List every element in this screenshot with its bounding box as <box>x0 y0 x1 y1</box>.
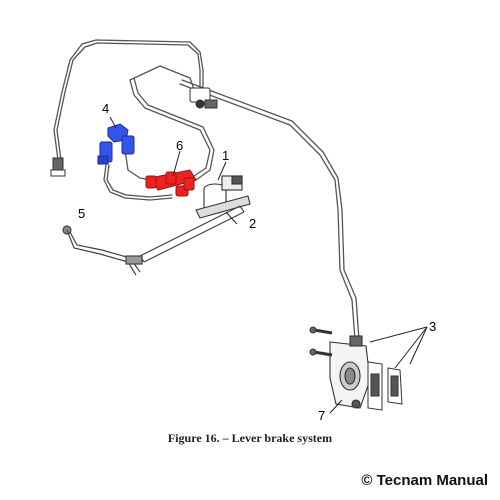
callout-7: 7 <box>318 408 325 423</box>
brake-lines <box>53 39 360 341</box>
callout-5: 5 <box>78 206 85 221</box>
copyright-notice: © Tecnam Manual <box>361 472 488 489</box>
lower-brake-line <box>103 164 173 201</box>
part-3-bolts-pads <box>309 326 403 411</box>
callout-6: 6 <box>176 138 183 153</box>
junction-fitting <box>189 87 218 109</box>
upper-brake-line <box>53 39 204 161</box>
middle-brake-line <box>129 79 211 177</box>
part-7-caliper <box>329 335 371 409</box>
figure-caption: Figure 16. – Lever brake system <box>167 431 333 445</box>
main-brake-line <box>179 83 356 341</box>
part-5-handle <box>62 225 143 276</box>
callout-2: 2 <box>249 216 256 231</box>
part-1-reservoir <box>195 175 251 219</box>
callout-4: 4 <box>102 101 109 116</box>
end-fitting <box>50 157 66 177</box>
callout-3: 3 <box>429 319 436 334</box>
callout-1: 1 <box>222 148 229 163</box>
part-6-valve <box>145 169 197 197</box>
part-4-fitting <box>97 123 135 165</box>
leader-lines <box>109 116 428 414</box>
callouts: 1 2 3 4 5 6 7 <box>78 101 436 423</box>
